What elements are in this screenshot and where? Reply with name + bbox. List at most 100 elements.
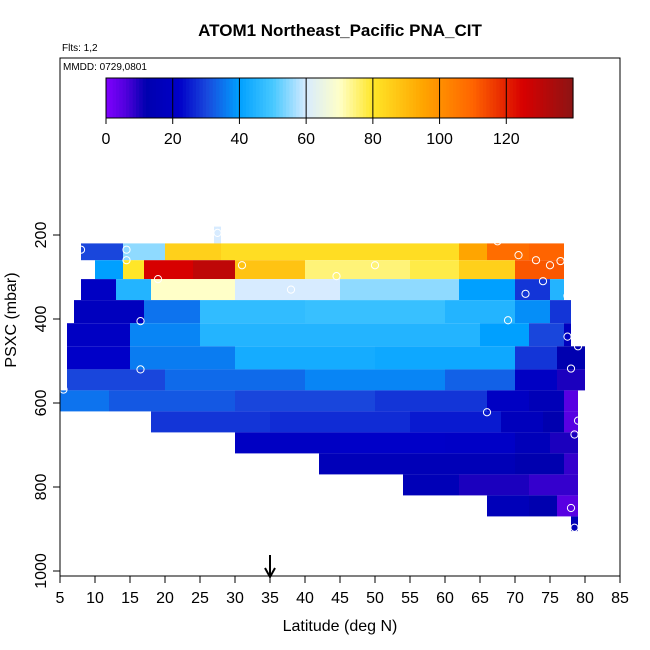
- heatmap-cell: [130, 323, 200, 347]
- heatmap-cell: [564, 323, 571, 347]
- x-axis: 5 10 15 20 25 30 35 40 45 50 55 60 65 70 75 80 85: [56, 575, 629, 607]
- colorbar-swatch: [272, 78, 277, 118]
- colorbar-swatch: [426, 78, 431, 118]
- colorbar-swatch: [542, 78, 547, 118]
- x-tick-label: 55: [401, 590, 419, 607]
- colorbar-swatch: [249, 78, 254, 118]
- colorbar-swatch: [299, 78, 304, 118]
- heatmap-cell: [95, 260, 123, 280]
- heatmap-cell: [193, 260, 235, 280]
- observation-point: [493, 237, 502, 246]
- colorbar-swatch: [369, 78, 374, 118]
- colorbar-swatch: [156, 78, 160, 118]
- heatmap-cell: [515, 432, 550, 454]
- heatmap-cell: [515, 346, 557, 370]
- colorbar-swatch: [479, 78, 484, 118]
- colorbar-swatch: [516, 78, 521, 118]
- heatmap-cell: [557, 369, 585, 391]
- chart-title: ATOM1 Northeast_Pacific PNA_CIT: [198, 21, 482, 40]
- heatmap-cell: [515, 453, 564, 475]
- heatmap-cell: [130, 346, 235, 370]
- colorbar-swatch: [462, 78, 467, 118]
- colorbar-swatch: [256, 78, 261, 118]
- heatmap-cell: [564, 390, 578, 412]
- x-tick-label: 5: [56, 590, 65, 607]
- colorbar-swatch: [472, 78, 477, 118]
- heatmap-cell: [515, 369, 557, 391]
- observation-point: [237, 261, 247, 270]
- observation-point: [556, 256, 565, 266]
- heatmap-cell: [501, 411, 543, 433]
- colorbar-swatch: [399, 78, 404, 118]
- colorbar-swatch: [119, 78, 124, 118]
- colorbar-swatch: [339, 78, 344, 118]
- colorbar-swatch: [539, 78, 544, 118]
- heatmap-cell: [410, 260, 459, 280]
- x-tick-label: 20: [156, 590, 174, 607]
- colorbar-swatch: [186, 78, 190, 118]
- colorbar-swatch: [312, 78, 317, 118]
- colorbar-swatch: [319, 78, 324, 118]
- colorbar-swatch: [402, 78, 407, 118]
- colorbar-swatch: [496, 78, 501, 118]
- colorbar-swatch: [422, 78, 427, 118]
- y-axis-label: PSXC (mbar): [3, 272, 20, 367]
- colorbar-swatch: [549, 78, 554, 118]
- colorbar-swatch: [489, 78, 494, 118]
- heatmap-cell: [529, 243, 564, 261]
- heatmap-cell: [116, 279, 151, 301]
- x-tick-label: 75: [541, 590, 559, 607]
- colorbar-tick-label: 60: [297, 131, 315, 148]
- x-tick-label: 35: [261, 590, 279, 607]
- observation-point: [332, 272, 341, 281]
- colorbar-swatch: [116, 78, 120, 118]
- colorbar-swatch: [172, 78, 177, 118]
- heatmap-cell: [529, 495, 557, 517]
- x-tick-label: 45: [331, 590, 349, 607]
- heatmap-cell: [487, 243, 529, 261]
- heatmap-cell: [459, 243, 487, 261]
- y-tick-label: 1000: [33, 553, 50, 589]
- colorbar-swatch: [346, 78, 351, 118]
- colorbar-tick-label: 40: [231, 131, 249, 148]
- observation-point: [286, 285, 296, 294]
- colorbar-swatch: [436, 78, 441, 118]
- latitude-marker-arrow: [264, 555, 276, 580]
- colorbar-swatch: [169, 78, 174, 118]
- colorbar-swatch: [452, 78, 457, 118]
- colorbar-swatch: [276, 78, 281, 118]
- y-tick-label: 200: [33, 222, 50, 249]
- heatmap-cell: [109, 390, 235, 412]
- heatmap-cell: [144, 300, 200, 324]
- colorbar-swatch: [166, 78, 170, 118]
- heatmap-cell: [403, 474, 459, 496]
- heatmap-cell: [67, 369, 165, 391]
- colorbar-swatch: [176, 78, 180, 118]
- colorbar-swatch: [499, 78, 504, 118]
- colorbar-swatch: [559, 78, 564, 118]
- heatmap-cell: [550, 279, 564, 301]
- heatmap-cell: [305, 369, 445, 391]
- marker-head: [264, 567, 276, 580]
- heatmap-cells: [60, 226, 585, 532]
- colorbar-swatch: [199, 78, 204, 118]
- colorbar-swatch: [216, 78, 221, 118]
- colorbar-swatch: [109, 78, 114, 118]
- heatmap-cell: [81, 279, 116, 301]
- colorbar-swatch: [129, 78, 134, 118]
- colorbar-swatch: [366, 78, 371, 118]
- heatmap-cell: [235, 346, 375, 370]
- heatmap-cell: [550, 300, 571, 324]
- colorbar-swatch: [466, 78, 471, 118]
- heatmap-cell: [557, 346, 585, 370]
- colorbar-swatch: [349, 78, 354, 118]
- colorbar: 0 20 40 60 80 100 120: [102, 77, 574, 148]
- heatmap-cell: [270, 411, 410, 433]
- colorbar-swatch: [269, 78, 274, 118]
- observation-point: [570, 523, 579, 532]
- heatmap-cell: [165, 243, 221, 261]
- colorbar-swatch: [529, 78, 534, 118]
- observation-point: [153, 275, 163, 284]
- colorbar-swatch: [106, 78, 110, 118]
- colorbar-swatch: [336, 78, 341, 118]
